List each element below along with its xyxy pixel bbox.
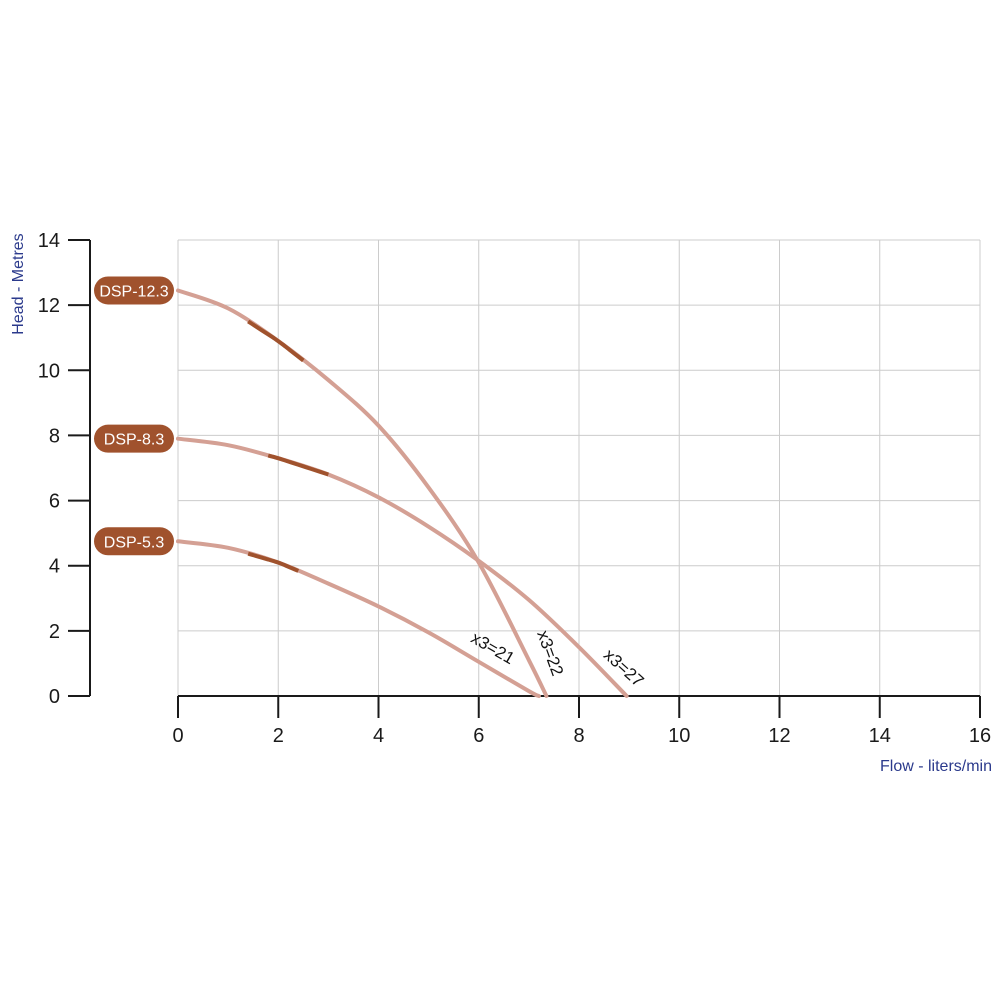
x-tick-label: 8 [573,725,584,747]
curve-label-dsp-8.3: x3=27 [600,645,647,690]
axes: 0 2 4 6 8 10 12 14 16 0 2 4 6 8 10 12 14 [38,230,991,747]
x-tick-label: 14 [869,725,891,747]
series-pill-dsp-12.3: DSP-12.3 [94,276,174,305]
x-tick-label: 12 [768,725,790,747]
curves [176,288,629,698]
y-tick-label: 8 [49,425,60,447]
x-tick-label: 2 [273,725,284,747]
x-tick-label: 16 [969,725,991,747]
y-tick-label: 2 [49,621,60,643]
series-name-label: DSP-8.3 [104,432,165,449]
curve-highlight-dsp-8.3 [267,453,329,477]
y-tick-label: 4 [49,556,60,578]
series-pill-dsp-8.3: DSP-8.3 [94,424,174,453]
y-tick-label: 0 [49,686,60,708]
y-tick-label: 12 [38,295,60,317]
curve-highlight-dsp-5.3 [247,551,300,573]
x-tick-label: 0 [172,725,183,747]
series-pill-bg [94,276,174,305]
pump-curve-dsp-12.3 [176,288,549,698]
series-name-label: DSP-12.3 [99,283,168,300]
y-tick-label: 10 [38,360,60,382]
pump-curve-dsp-5.3 [176,539,541,698]
series-name-label: DSP-5.3 [104,534,165,551]
curve-label-dsp-12.3: x3=22 [533,628,567,678]
series-pill-bg [94,527,174,556]
series-pill-bg [94,424,174,453]
x-tick-label: 4 [373,725,384,747]
x-tick-label: 6 [473,725,484,747]
pump-curve-dsp-8.3 [176,436,629,698]
labels: DSP-12.3 x3=22 DSP-8.3 x3=27 DSP-5.3 x3=21 [94,276,647,691]
curve-label-dsp-5.3: x3=21 [468,628,518,668]
curve-highlight-dsp-12.3 [247,319,305,363]
x-tick-label: 10 [668,725,690,747]
y-axis-title: Head - Metres [10,233,27,334]
series-pill-dsp-5.3: DSP-5.3 [94,527,174,556]
y-tick-label: 6 [49,491,60,513]
grid [177,239,981,696]
y-tick-label: 14 [38,230,60,252]
x-axis-title: Flow - liters/min [880,758,992,775]
